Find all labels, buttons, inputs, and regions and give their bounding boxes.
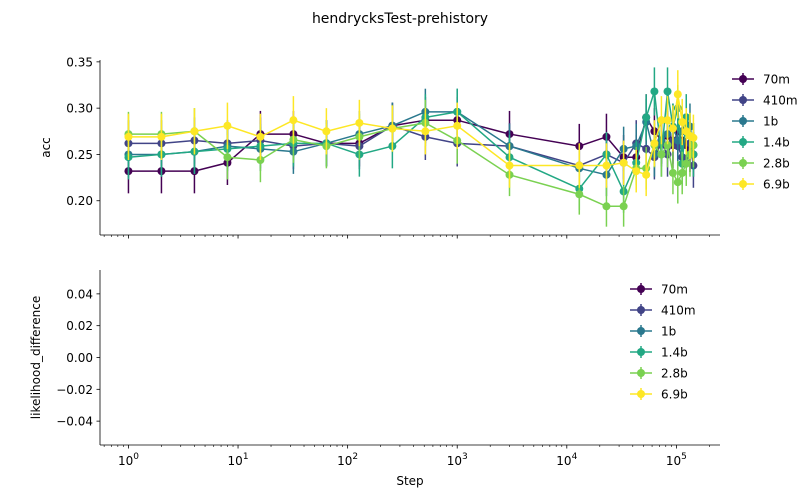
data-point: [289, 116, 298, 125]
legend-marker: [739, 75, 747, 83]
x-tick-label: 100: [118, 452, 139, 468]
data-point: [256, 132, 265, 141]
data-point: [453, 121, 462, 130]
data-point: [673, 90, 682, 99]
legend-marker: [739, 180, 747, 188]
legend-marker: [739, 96, 747, 104]
data-point: [668, 124, 677, 133]
legend-label: 1b: [763, 115, 778, 129]
data-point: [642, 113, 651, 122]
data-point: [682, 159, 691, 168]
series-2.8b: [124, 99, 698, 227]
data-point: [657, 116, 666, 125]
legend-label: 6.9b: [763, 178, 790, 192]
data-point: [575, 161, 584, 170]
data-point: [619, 158, 628, 167]
x-tick-label: 104: [556, 452, 577, 468]
data-point: [689, 133, 698, 142]
data-point: [657, 150, 666, 159]
acc-chart-panel: 0.20 0.25 0.30 0.35 acc 70m 410m 1b 1.4b 2.8b 6.9b: [39, 55, 798, 239]
figure-title: hendrycksTest-prehistory: [312, 11, 488, 27]
y-tick-label: −0.02: [56, 383, 93, 397]
legend-marker: [637, 348, 645, 356]
data-point: [322, 127, 331, 136]
data-point: [223, 153, 232, 162]
x-axis-label: Step: [396, 474, 423, 488]
data-point: [632, 167, 641, 176]
legend: 70m 410m 1b 1.4b 2.8b 6.9b: [732, 73, 798, 192]
series-line: [128, 94, 694, 176]
y-tick-label: 0.25: [66, 148, 93, 162]
data-point: [190, 127, 199, 136]
legend-marker: [637, 327, 645, 335]
legend-label: 1.4b: [763, 136, 790, 150]
data-point: [619, 202, 628, 211]
data-point: [575, 190, 584, 199]
legend-label: 70m: [661, 283, 688, 297]
series-410m: [124, 102, 698, 188]
legend-label: 2.8b: [661, 367, 688, 381]
legend-label: 1b: [661, 325, 676, 339]
data-point: [124, 132, 133, 141]
likelihood-difference-chart-panel: −0.04 −0.02 0.00 0.02 0.04 100 101 102 103 104 105…: [29, 270, 720, 488]
data-point: [663, 141, 672, 150]
legend-label: 6.9b: [661, 388, 688, 402]
data-point: [602, 202, 611, 211]
y-axis-label: likelihood_difference: [29, 296, 43, 419]
data-point: [505, 161, 514, 170]
y-tick-label: 0.35: [66, 55, 93, 69]
x-tick-label: 105: [666, 452, 687, 468]
legend-marker: [637, 306, 645, 314]
data-point: [157, 132, 166, 141]
x-tick-label: 103: [447, 452, 468, 468]
y-axis-label: acc: [39, 137, 53, 158]
data-point: [678, 168, 687, 177]
legend-marker: [739, 138, 747, 146]
legend-label: 70m: [763, 73, 790, 87]
data-point: [602, 161, 611, 170]
x-tick-label: 101: [228, 452, 249, 468]
y-tick-label: 0.20: [66, 194, 93, 208]
legend-label: 410m: [661, 304, 696, 318]
legend: 70m 410m 1b 1.4b 2.8b 6.9b: [630, 283, 696, 402]
data-point: [642, 170, 651, 179]
y-tick-label: 0.30: [66, 102, 93, 116]
legend-label: 1.4b: [661, 346, 688, 360]
x-tick-label: 102: [337, 452, 358, 468]
legend-marker: [739, 117, 747, 125]
series-6.9b: [124, 70, 698, 197]
legend-marker: [637, 369, 645, 377]
y-tick-label: 0.04: [66, 287, 93, 301]
data-point: [673, 178, 682, 187]
series-1.4b: [124, 67, 698, 213]
legend-label: 410m: [763, 94, 798, 108]
data-point: [663, 87, 672, 96]
data-point: [223, 121, 232, 130]
data-point: [650, 139, 659, 148]
data-point: [421, 127, 430, 136]
y-tick-label: 0.02: [66, 319, 93, 333]
data-point: [663, 116, 672, 125]
y-tick-label: −0.04: [56, 415, 93, 429]
data-point: [668, 168, 677, 177]
legend-marker: [739, 159, 747, 167]
data-point: [388, 124, 397, 133]
data-point: [650, 87, 659, 96]
y-tick-label: 0.00: [66, 351, 93, 365]
legend-marker: [637, 390, 645, 398]
data-point: [678, 118, 687, 127]
data-point: [355, 118, 364, 127]
legend-marker: [637, 285, 645, 293]
legend-label: 2.8b: [763, 157, 790, 171]
